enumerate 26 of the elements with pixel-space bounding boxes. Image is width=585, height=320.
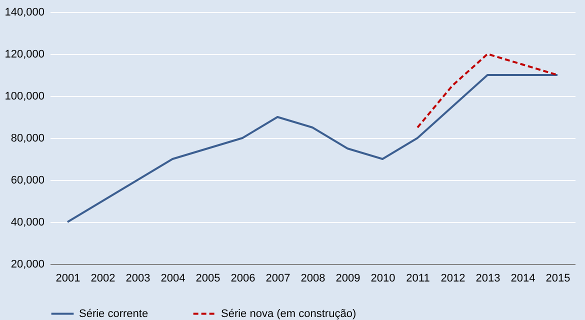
x-tick-label: 2010 xyxy=(370,272,396,284)
x-tick-label: 2005 xyxy=(196,272,220,284)
x-tick-label: 2013 xyxy=(476,272,500,284)
x-tick-label: 2004 xyxy=(160,272,186,284)
x-tick-label: 2001 xyxy=(56,272,80,284)
x-tick-label: 2009 xyxy=(336,272,360,284)
y-tick-label: 20,000 xyxy=(10,258,44,270)
x-tick-label: 2002 xyxy=(90,272,116,284)
x-tick-label: 2003 xyxy=(126,272,150,284)
y-tick-label: 60,000 xyxy=(10,174,44,186)
legend-label: Série corrente xyxy=(79,308,148,320)
y-tick-label: 40,000 xyxy=(10,216,44,228)
line-series xyxy=(416,53,558,128)
y-tick-label: 140,000 xyxy=(4,6,44,18)
line-series xyxy=(66,74,558,223)
x-tick-label: 2015 xyxy=(546,272,570,284)
y-tick-label: 100,000 xyxy=(4,90,44,102)
x-tick-label: 2007 xyxy=(266,272,290,284)
x-tick-label: 2014 xyxy=(510,272,536,284)
legend-label: Série nova (em construção) xyxy=(221,308,356,320)
x-tick-label: 2006 xyxy=(230,272,256,284)
x-tick-label: 2011 xyxy=(406,272,430,284)
x-tick-label: 2012 xyxy=(440,272,466,284)
x-tick-label: 2008 xyxy=(300,272,326,284)
y-tick-label: 80,000 xyxy=(10,132,44,144)
y-tick-label: 120,000 xyxy=(4,48,44,60)
